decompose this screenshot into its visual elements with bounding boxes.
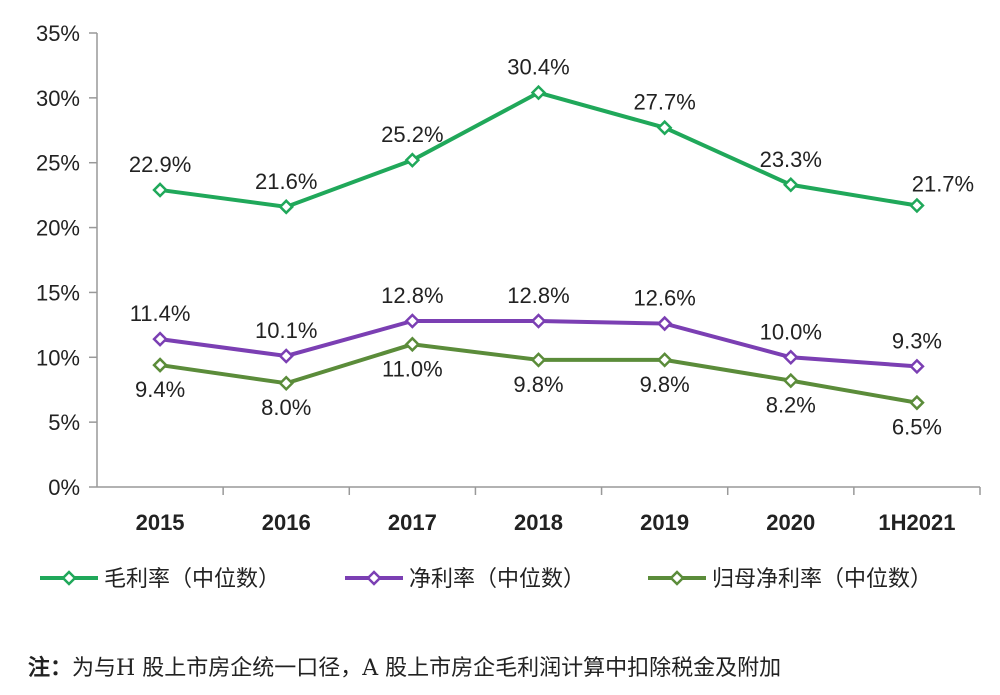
data-label: 21.7% [912, 172, 974, 197]
data-label: 27.7% [633, 90, 695, 115]
data-point [152, 182, 168, 198]
data-point [909, 394, 925, 411]
data-label: 12.6% [633, 286, 695, 311]
data-point [278, 375, 294, 391]
data-label: 9.3% [892, 328, 942, 353]
data-label: 23.3% [760, 147, 822, 172]
data-label: 9.8% [640, 372, 690, 397]
data-label: 11.4% [130, 301, 191, 326]
data-point [656, 315, 673, 332]
data-point [404, 336, 421, 353]
data-point [530, 352, 547, 368]
y-tick-label: 10% [36, 345, 80, 370]
data-point [783, 372, 799, 389]
data-label: 10.0% [760, 319, 822, 344]
data-label: 12.8% [507, 283, 569, 308]
x-tick-label: 2015 [136, 510, 185, 535]
data-point [278, 348, 294, 364]
legend-marker [366, 570, 382, 586]
data-label: 25.2% [381, 122, 443, 147]
data-label: 8.2% [766, 393, 816, 418]
data-point [783, 176, 799, 193]
data-point [278, 199, 294, 215]
data-point [152, 357, 168, 373]
x-tick-label: 2017 [388, 510, 437, 535]
data-point [404, 152, 421, 168]
data-point [152, 331, 168, 347]
data-label: 8.0% [261, 395, 311, 420]
y-tick-label: 25% [36, 151, 80, 176]
x-tick-label: 2016 [262, 510, 311, 535]
x-tick-label: 2019 [640, 510, 689, 535]
legend-marker [61, 570, 77, 586]
note-prefix: 注： [28, 655, 73, 681]
data-point [404, 313, 421, 329]
data-point [909, 358, 925, 375]
data-point [656, 119, 673, 136]
data-point [530, 84, 547, 101]
data-label: 12.8% [381, 283, 443, 308]
data-label: 11.0% [382, 356, 443, 381]
y-tick-label: 15% [36, 280, 80, 305]
legend-marker [669, 570, 685, 586]
footnote: 注：为与H 股上市房企统一口径，A 股上市房企毛利润计算中扣除税金及附加 [28, 650, 781, 682]
data-label: 30.4% [507, 55, 569, 80]
x-tick-label: 2018 [514, 510, 563, 535]
data-point [656, 352, 673, 368]
y-tick-label: 20% [36, 216, 80, 241]
legend-label: 毛利率（中位数） [104, 566, 280, 591]
data-label: 22.9% [129, 152, 191, 177]
data-point [530, 313, 547, 329]
x-tick-label: 1H2021 [878, 510, 955, 535]
y-tick-label: 35% [36, 21, 80, 46]
y-tick-label: 5% [48, 410, 80, 435]
data-point [909, 197, 925, 214]
data-point [783, 349, 799, 366]
legend-label: 归母净利率（中位数） [712, 566, 932, 591]
y-tick-label: 0% [48, 475, 80, 500]
data-label: 10.1% [255, 318, 317, 343]
note-text: 为与H 股上市房企统一口径，A 股上市房企毛利润计算中扣除税金及附加 [72, 656, 782, 681]
legend-label: 净利率（中位数） [409, 566, 585, 591]
data-label: 6.5% [892, 415, 942, 440]
data-label: 21.6% [255, 169, 317, 194]
data-label: 9.4% [135, 377, 185, 402]
x-tick-label: 2020 [766, 510, 815, 535]
line-chart: 0% 5% 10% 15% 20% 25% 30% 35% 2015 2016 2017 2018 20… [36, 21, 981, 591]
data-label: 9.8% [513, 372, 563, 397]
y-tick-label: 30% [36, 86, 80, 111]
